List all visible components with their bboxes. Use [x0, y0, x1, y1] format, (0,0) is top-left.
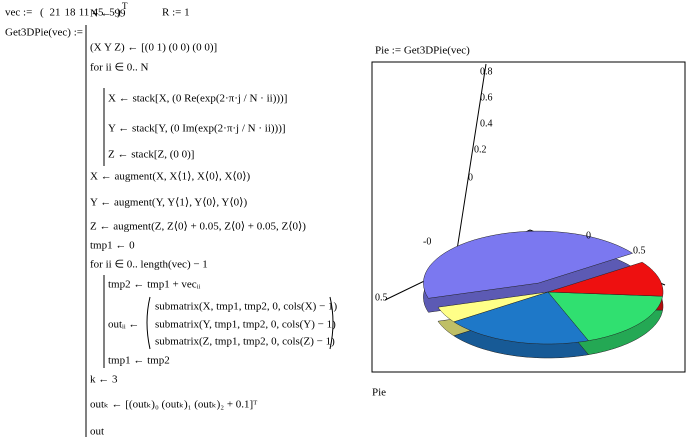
code-line: out [90, 426, 104, 437]
paren [146, 296, 151, 350]
code-line: tmp1 ← 0 [90, 240, 135, 252]
vec-value: 11 [79, 7, 90, 19]
code-line: k ← 3 [90, 374, 118, 386]
code-line: Y ← stack[Y, (0 Im(exp(2·π·j / N · ii)))… [108, 123, 286, 135]
code-line: submatrix(Y, tmp1, tmp2, 0, cols(Y) − 1) [155, 319, 336, 331]
transpose: T [122, 1, 128, 11]
axis-label: -0 [423, 236, 431, 247]
slice [453, 291, 589, 345]
code-line: tmp2 ← tmp1 + vecᵢᵢ [108, 279, 200, 291]
axis-label: 0.2 [474, 144, 487, 155]
code-line: submatrix(Z, tmp1, tmp2, 0, cols(Z) − 1) [155, 336, 335, 348]
code-line: outᵢᵢ ← [108, 319, 139, 331]
function-name: Get3DPie(vec) := [5, 27, 83, 39]
code-line: X ← augment(X, X⟨1⟩, X⟨0⟩, X⟨0⟩) [90, 171, 251, 183]
axis-label: 0.5 [375, 292, 388, 303]
code-line: (X Y Z) ← [(0 1) (0 0) (0 0)] [90, 42, 217, 54]
vec-value: 5 [109, 7, 115, 19]
axis-label: 0 [586, 230, 591, 241]
code-line: for ii ∈ 0.. N [90, 62, 149, 74]
slice [423, 230, 634, 299]
axis-label: 0.5 [633, 245, 646, 256]
plot-name: Pie [372, 387, 386, 399]
axis-label: 0 [468, 172, 473, 183]
code-line: Z ← augment(Z, Z⟨0⟩ + 0.05, Z⟨0⟩ + 0.05,… [90, 221, 306, 233]
axis-label: 0.4 [480, 118, 493, 129]
slice [547, 291, 663, 341]
code-line: submatrix(X, tmp1, tmp2, 0, cols(X) − 1) [155, 301, 338, 313]
code-line: Z ← stack[Z, (0 0)] [108, 149, 194, 161]
code-line: tmp1 ← tmp2 [108, 355, 170, 367]
code-line: Y ← augment(Y, Y⟨1⟩, Y⟨0⟩, Y⟨0⟩) [90, 197, 247, 209]
paren: ( [40, 7, 44, 19]
r-def: R := 1 [162, 7, 190, 19]
vec-label: vec := [5, 7, 32, 19]
slice [547, 261, 664, 297]
code-line: outₖ ← [(outₖ)₀ (outₖ)₁ (outₖ)₂ + 0.1]ᵀ [90, 399, 257, 411]
paren: ) [117, 7, 121, 19]
code-line: for ii ∈ 0.. length(vec) − 1 [90, 259, 208, 271]
vec-value: 21 [50, 7, 61, 19]
paren [329, 296, 334, 350]
vec-value: 45 [93, 7, 105, 19]
slice [437, 291, 549, 323]
code-line: X ← stack[X, (0 Re(exp(2·π·j / N · ii)))… [108, 93, 287, 105]
axis-label: 0.8 [480, 66, 493, 77]
pie [423, 230, 664, 359]
vec-value: 18 [65, 7, 77, 19]
plot-definition: Pie := Get3DPie(vec) [375, 45, 470, 57]
code-line: N ← 99 [90, 8, 126, 20]
axis-label: 0.6 [480, 92, 493, 103]
